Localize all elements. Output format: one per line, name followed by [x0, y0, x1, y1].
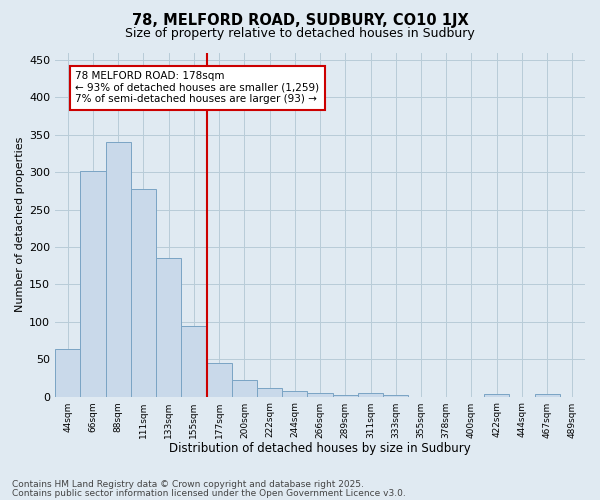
Bar [535, 394, 560, 396]
Bar [358, 393, 383, 396]
Text: Contains HM Land Registry data © Crown copyright and database right 2025.: Contains HM Land Registry data © Crown c… [12, 480, 364, 489]
Bar [257, 388, 282, 396]
X-axis label: Distribution of detached houses by size in Sudbury: Distribution of detached houses by size … [169, 442, 471, 455]
Bar [106, 142, 131, 396]
Bar [332, 395, 358, 396]
Y-axis label: Number of detached properties: Number of detached properties [15, 137, 25, 312]
Bar [80, 170, 106, 396]
Text: 78 MELFORD ROAD: 178sqm
← 93% of detached houses are smaller (1,259)
7% of semi-: 78 MELFORD ROAD: 178sqm ← 93% of detache… [76, 71, 319, 104]
Text: Size of property relative to detached houses in Sudbury: Size of property relative to detached ho… [125, 28, 475, 40]
Bar [181, 326, 206, 396]
Bar [282, 390, 307, 396]
Bar [307, 393, 332, 396]
Bar [383, 395, 409, 396]
Bar [131, 188, 156, 396]
Text: 78, MELFORD ROAD, SUDBURY, CO10 1JX: 78, MELFORD ROAD, SUDBURY, CO10 1JX [131, 12, 469, 28]
Bar [232, 380, 257, 396]
Bar [55, 350, 80, 397]
Bar [484, 394, 509, 396]
Bar [206, 363, 232, 396]
Bar [156, 258, 181, 396]
Text: Contains public sector information licensed under the Open Government Licence v3: Contains public sector information licen… [12, 488, 406, 498]
